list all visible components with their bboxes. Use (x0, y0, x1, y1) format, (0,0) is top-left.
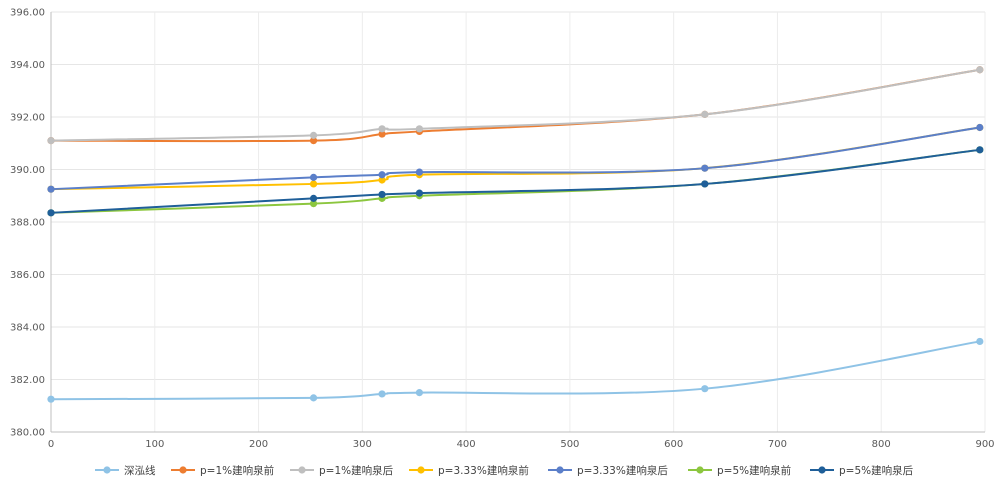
series-0 (47, 337, 984, 403)
y-tick-label: 384.00 (10, 323, 45, 334)
data-point (976, 146, 984, 154)
legend-marker (556, 466, 564, 474)
data-point (415, 125, 424, 133)
data-point (378, 176, 386, 184)
data-point (309, 194, 318, 202)
x-tick-label: 400 (457, 439, 476, 450)
y-tick-label: 382.00 (10, 375, 45, 386)
legend-marker (298, 466, 306, 474)
legend-label: p=1%建响泉后 (319, 464, 393, 477)
legend-label: p=1%建响泉前 (200, 464, 274, 477)
data-point (378, 171, 386, 179)
series-line (50, 126, 980, 191)
series-line (50, 148, 980, 214)
series-line (50, 68, 980, 143)
data-point (309, 137, 318, 145)
series-line (50, 126, 980, 191)
data-point (976, 66, 984, 74)
x-tick-label: 900 (975, 439, 994, 450)
series-line (50, 340, 980, 401)
y-tick-label: 390.00 (10, 165, 45, 176)
data-point (415, 189, 424, 197)
data-point (378, 390, 386, 398)
legend-item: p=5%建响泉前 (688, 464, 791, 477)
y-tick-label: 388.00 (10, 218, 45, 229)
data-point (976, 123, 984, 132)
data-point (309, 394, 318, 402)
x-tick-label: 500 (560, 439, 579, 450)
series-2 (47, 66, 984, 145)
data-point (701, 164, 709, 172)
data-point (309, 200, 318, 208)
series-6 (47, 146, 984, 217)
y-tick-labels: 380.00 382.00 384.00 386.00 388.00 390.00 392.… (10, 8, 45, 439)
y-tick-label: 392.00 (10, 113, 45, 124)
axes (50, 12, 985, 433)
data-point (47, 137, 55, 145)
y-tick-label: 386.00 (10, 270, 45, 281)
x-tick-label: 300 (353, 439, 372, 450)
x-tick-label: 700 (768, 439, 787, 450)
legend-label: p=3.33%建响泉后 (577, 464, 668, 477)
legend-label: 深泓线 (124, 464, 156, 477)
data-point (309, 173, 318, 181)
data-point (701, 385, 709, 393)
data-point (47, 185, 55, 193)
legend-item: p=3.33%建响泉前 (409, 464, 529, 477)
legend-marker (417, 466, 425, 474)
x-tick-label: 100 (145, 439, 164, 450)
data-point (701, 180, 709, 188)
legend-label: p=5%建响泉前 (717, 464, 791, 477)
data-point (47, 395, 55, 403)
data-point (415, 389, 424, 397)
legend-label: p=5%建响泉后 (839, 464, 913, 477)
series-lines (47, 66, 984, 403)
gridlines (50, 11, 986, 433)
data-point (309, 131, 318, 139)
data-point (378, 125, 386, 133)
data-point (309, 180, 318, 188)
legend-item: p=5%建响泉后 (810, 464, 913, 477)
y-tick-label: 394.00 (10, 60, 45, 71)
data-point (701, 110, 709, 118)
legend-label: p=3.33%建响泉前 (438, 464, 529, 477)
legend-marker (179, 466, 187, 474)
legend-marker (696, 466, 704, 474)
x-tick-labels: 0 100 200 300 400 500 600 700 800 900 (48, 439, 995, 450)
x-tick-label: 0 (48, 439, 54, 450)
x-tick-label: 200 (249, 439, 268, 450)
legend-marker (103, 466, 111, 474)
y-tick-label: 380.00 (10, 428, 45, 439)
legend-item: p=1%建响泉前 (171, 464, 274, 477)
legend-marker (818, 466, 826, 474)
data-point (378, 130, 386, 138)
legend-item: p=3.33%建响泉后 (548, 464, 668, 477)
data-point (378, 190, 386, 199)
data-point (47, 209, 55, 217)
series-line (50, 68, 980, 142)
x-tick-label: 800 (872, 439, 891, 450)
legend-item: p=1%建响泉后 (290, 464, 393, 477)
data-point (976, 337, 984, 346)
series-4 (47, 123, 984, 193)
legend: 深泓线 p=1%建响泉前 p=1%建响泉后 p=3.33%建响泉前 p=3.33%建响泉… (95, 464, 913, 477)
data-point (415, 168, 424, 176)
legend-item: 深泓线 (95, 464, 156, 477)
series-line (50, 148, 980, 214)
series-1 (47, 66, 984, 145)
x-tick-label: 600 (664, 439, 683, 450)
y-tick-label: 396.00 (10, 8, 45, 19)
